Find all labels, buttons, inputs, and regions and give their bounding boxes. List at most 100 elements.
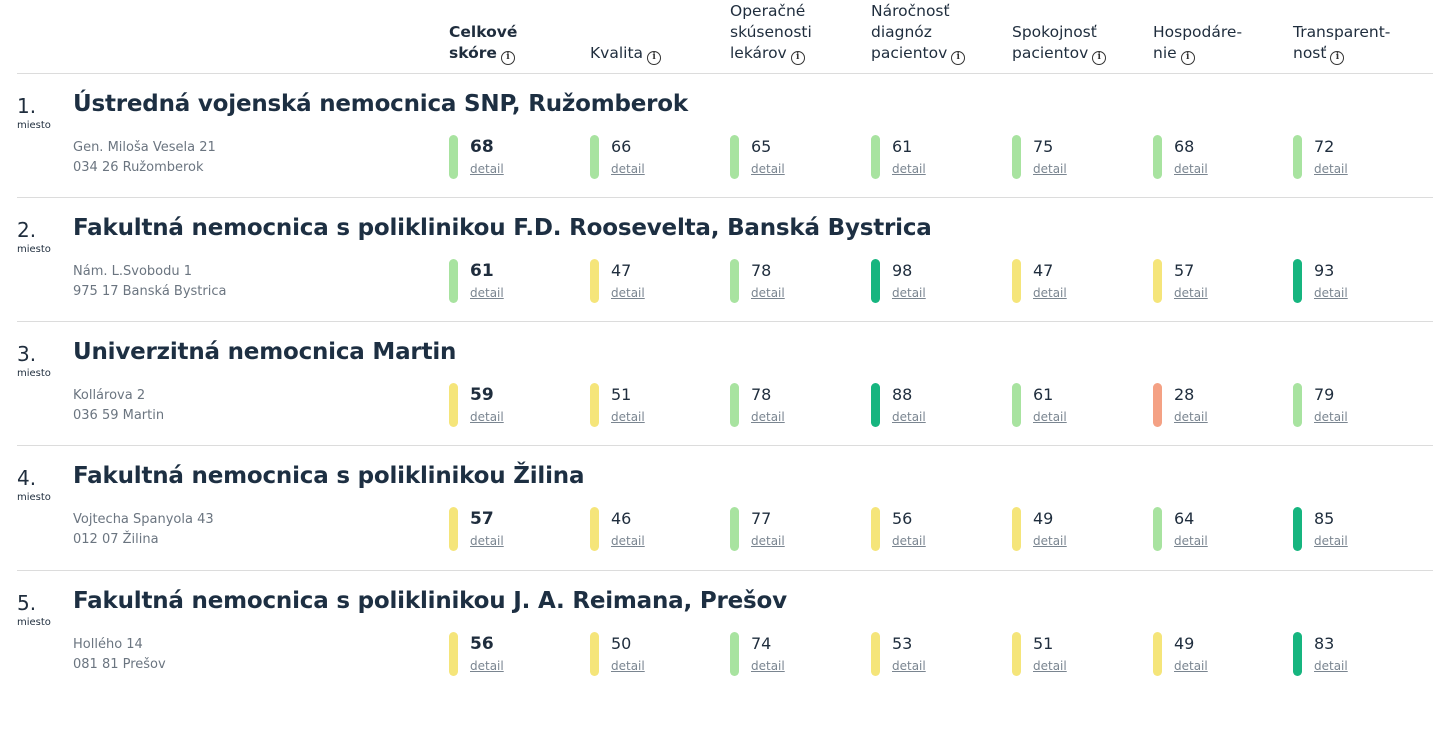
- detail-link[interactable]: detail: [1314, 162, 1348, 176]
- row-divider: [17, 570, 1433, 571]
- score-indicator-bar: [871, 632, 880, 676]
- detail-link[interactable]: detail: [1174, 410, 1208, 424]
- detail-link[interactable]: detail: [1314, 659, 1348, 673]
- rank-label: miesto: [17, 617, 51, 628]
- score-indicator-bar: [1293, 507, 1302, 551]
- detail-link[interactable]: detail: [1033, 534, 1067, 548]
- detail-link[interactable]: detail: [611, 410, 645, 424]
- column-header-quality: Kvalita i: [590, 43, 662, 65]
- row-divider: [17, 197, 1433, 198]
- info-icon[interactable]: i: [500, 51, 515, 65]
- hospital-address-city: 036 59 Martin: [73, 408, 165, 423]
- detail-link[interactable]: detail: [470, 286, 504, 300]
- score-cell-overall: 56 detail: [449, 632, 569, 676]
- info-icon[interactable]: i: [790, 51, 805, 65]
- hospital-name[interactable]: Fakultná nemocnica s poliklinikou F.D. R…: [73, 215, 932, 241]
- score-indicator-bar: [1153, 632, 1162, 676]
- score-indicator-bar: [1293, 632, 1302, 676]
- detail-link[interactable]: detail: [470, 410, 504, 424]
- detail-link[interactable]: detail: [892, 286, 926, 300]
- hospital-row: 4. miesto Fakultná nemocnica s polikliniko…: [0, 446, 1444, 570]
- detail-link[interactable]: detail: [611, 286, 645, 300]
- score-cell-patient-satisfaction: 75 detail: [1012, 135, 1132, 179]
- column-header-label: Náročnosť diagnóz pacientov: [871, 2, 950, 62]
- detail-link[interactable]: detail: [1174, 659, 1208, 673]
- info-icon[interactable]: i: [1092, 51, 1107, 65]
- info-icon[interactable]: i: [647, 51, 662, 65]
- detail-link[interactable]: detail: [470, 534, 504, 548]
- detail-link[interactable]: detail: [611, 534, 645, 548]
- score-value: 49: [1033, 509, 1054, 528]
- detail-link[interactable]: detail: [1033, 659, 1067, 673]
- info-icon[interactable]: i: [1330, 51, 1345, 65]
- score-indicator-bar: [449, 507, 458, 551]
- column-header-overall: Celkové skóre i: [449, 22, 517, 65]
- score-indicator-bar: [1153, 259, 1162, 303]
- info-icon[interactable]: i: [1180, 51, 1195, 65]
- score-cell-quality: 50 detail: [590, 632, 710, 676]
- detail-link[interactable]: detail: [892, 410, 926, 424]
- score-cell-quality: 66 detail: [590, 135, 710, 179]
- detail-link[interactable]: detail: [751, 286, 785, 300]
- score-cell-patient-satisfaction: 47 detail: [1012, 259, 1132, 303]
- detail-link[interactable]: detail: [470, 162, 504, 176]
- score-cell-quality: 51 detail: [590, 383, 710, 427]
- score-cell-economy: 49 detail: [1153, 632, 1273, 676]
- detail-link[interactable]: detail: [611, 162, 645, 176]
- detail-link[interactable]: detail: [751, 410, 785, 424]
- detail-link[interactable]: detail: [1033, 162, 1067, 176]
- detail-link[interactable]: detail: [751, 162, 785, 176]
- detail-link[interactable]: detail: [892, 659, 926, 673]
- hospital-address-street: Vojtecha Spanyola 43: [73, 512, 214, 527]
- rank-number: 3.: [17, 342, 37, 366]
- detail-link[interactable]: detail: [1174, 162, 1208, 176]
- rank-label: miesto: [17, 368, 51, 379]
- hospital-name[interactable]: Univerzitná nemocnica Martin: [73, 339, 457, 365]
- score-value: 57: [1174, 261, 1195, 280]
- score-value: 93: [1314, 261, 1335, 280]
- detail-link[interactable]: detail: [892, 162, 926, 176]
- rank-label: miesto: [17, 492, 51, 503]
- score-value: 78: [751, 385, 772, 404]
- score-indicator-bar: [1153, 507, 1162, 551]
- score-value: 88: [892, 385, 913, 404]
- score-value: 56: [892, 509, 913, 528]
- rank-number: 2.: [17, 218, 37, 242]
- detail-link[interactable]: detail: [1314, 534, 1348, 548]
- score-indicator-bar: [730, 632, 739, 676]
- detail-link[interactable]: detail: [1033, 410, 1067, 424]
- score-cell-transparency: 93 detail: [1293, 259, 1413, 303]
- column-header-label: Kvalita: [590, 44, 644, 62]
- column-header-label: Hospodáre- nie: [1153, 23, 1243, 62]
- detail-link[interactable]: detail: [611, 659, 645, 673]
- score-value: 28: [1174, 385, 1195, 404]
- hospital-name[interactable]: Ústredná vojenská nemocnica SNP, Ružombe…: [73, 91, 688, 117]
- score-indicator-bar: [449, 259, 458, 303]
- detail-link[interactable]: detail: [1314, 410, 1348, 424]
- score-indicator-bar: [1012, 632, 1021, 676]
- score-value: 61: [470, 261, 494, 281]
- score-value: 57: [470, 509, 494, 529]
- score-cell-economy: 57 detail: [1153, 259, 1273, 303]
- score-value: 49: [1174, 634, 1195, 653]
- score-indicator-bar: [871, 135, 880, 179]
- detail-link[interactable]: detail: [470, 659, 504, 673]
- hospital-name[interactable]: Fakultná nemocnica s poliklinikou J. A. …: [73, 588, 787, 614]
- detail-link[interactable]: detail: [892, 534, 926, 548]
- score-indicator-bar: [730, 135, 739, 179]
- score-value: 98: [892, 261, 913, 280]
- score-indicator-bar: [1293, 383, 1302, 427]
- hospital-address-city: 034 26 Ružomberok: [73, 160, 204, 175]
- detail-link[interactable]: detail: [1174, 286, 1208, 300]
- detail-link[interactable]: detail: [751, 534, 785, 548]
- row-divider: [17, 321, 1433, 322]
- detail-link[interactable]: detail: [1174, 534, 1208, 548]
- hospital-name[interactable]: Fakultná nemocnica s poliklinikou Žilina: [73, 463, 585, 489]
- hospital-row: 1. miesto Ústredná vojenská nemocnica SNP,…: [0, 74, 1444, 198]
- detail-link[interactable]: detail: [1314, 286, 1348, 300]
- rank-label: miesto: [17, 244, 51, 255]
- score-indicator-bar: [730, 259, 739, 303]
- detail-link[interactable]: detail: [751, 659, 785, 673]
- detail-link[interactable]: detail: [1033, 286, 1067, 300]
- info-icon[interactable]: i: [951, 51, 966, 65]
